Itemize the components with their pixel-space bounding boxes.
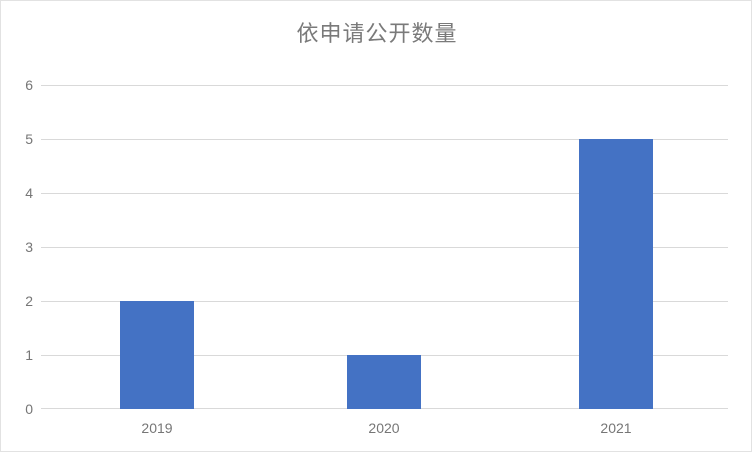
y-tick-label-1: 1	[25, 347, 33, 363]
x-axis: 2019 2020 2021	[41, 419, 728, 443]
y-axis: 6 5 4 3 2 1 0	[1, 78, 33, 416]
y-tick-label-3: 3	[25, 239, 33, 255]
y-tick-label-0: 0	[25, 401, 33, 417]
y-tick-label-6: 6	[25, 77, 33, 93]
bar-2021[interactable]	[579, 139, 653, 409]
x-tick-label-2019: 2019	[141, 420, 173, 436]
x-tick-label-2021: 2021	[600, 420, 632, 436]
plot-area	[41, 85, 728, 409]
gridline-4	[41, 193, 728, 194]
x-tick-label-2020: 2020	[368, 420, 400, 436]
bar-2020[interactable]	[347, 355, 421, 409]
y-tick-label-2: 2	[25, 293, 33, 309]
y-tick-label-5: 5	[25, 131, 33, 147]
gridline-6	[41, 85, 728, 86]
y-tick-label-4: 4	[25, 185, 33, 201]
gridline-2	[41, 301, 728, 302]
gridline-3	[41, 247, 728, 248]
bar-2019[interactable]	[120, 301, 194, 409]
chart-title: 依申请公开数量	[296, 21, 458, 46]
gridline-5	[41, 139, 728, 140]
